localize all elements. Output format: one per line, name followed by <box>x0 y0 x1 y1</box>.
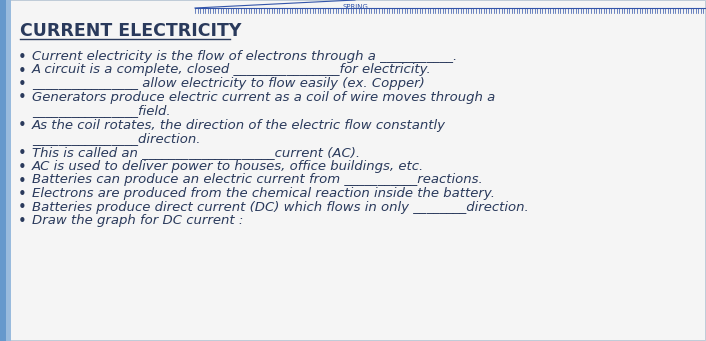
Text: •: • <box>18 90 26 105</box>
Text: •: • <box>18 214 26 229</box>
Text: AC is used to deliver power to houses, office buildings, etc.: AC is used to deliver power to houses, o… <box>32 160 424 173</box>
Text: •: • <box>18 77 26 92</box>
Text: Electrons are produced from the chemical reaction inside the battery.: Electrons are produced from the chemical… <box>32 187 495 200</box>
Text: •: • <box>18 201 26 216</box>
Text: ________________ allow electricity to flow easily (ex. Copper): ________________ allow electricity to fl… <box>32 77 425 90</box>
Text: SPRING: SPRING <box>342 4 368 10</box>
Text: Draw the graph for DC current :: Draw the graph for DC current : <box>32 214 244 227</box>
Text: •: • <box>18 119 26 133</box>
Text: •: • <box>18 160 26 175</box>
Text: Batteries can produce an electric current from ___________reactions.: Batteries can produce an electric curren… <box>32 174 483 187</box>
Text: ________________field.: ________________field. <box>32 104 171 117</box>
Text: •: • <box>18 50 26 65</box>
Text: Batteries produce direct current (DC) which flows in only ________direction.: Batteries produce direct current (DC) wh… <box>32 201 529 213</box>
Text: CURRENT ELECTRICITY: CURRENT ELECTRICITY <box>20 22 241 40</box>
Bar <box>0 0 6 341</box>
Text: •: • <box>18 174 26 189</box>
Text: •: • <box>18 187 26 202</box>
Text: A circuit is a complete, closed ________________for electricity.: A circuit is a complete, closed ________… <box>32 63 432 76</box>
Text: •: • <box>18 63 26 78</box>
Text: Generators produce electric current as a coil of wire moves through a: Generators produce electric current as a… <box>32 90 495 104</box>
Text: Current electricity is the flow of electrons through a ___________.: Current electricity is the flow of elect… <box>32 50 457 63</box>
Text: As the coil rotates, the direction of the electric flow constantly: As the coil rotates, the direction of th… <box>32 119 446 132</box>
Text: ________________direction.: ________________direction. <box>32 132 201 145</box>
Text: This is called an ____________________current (AC).: This is called an ____________________cu… <box>32 147 360 160</box>
Bar <box>6 0 11 341</box>
Text: •: • <box>18 147 26 162</box>
